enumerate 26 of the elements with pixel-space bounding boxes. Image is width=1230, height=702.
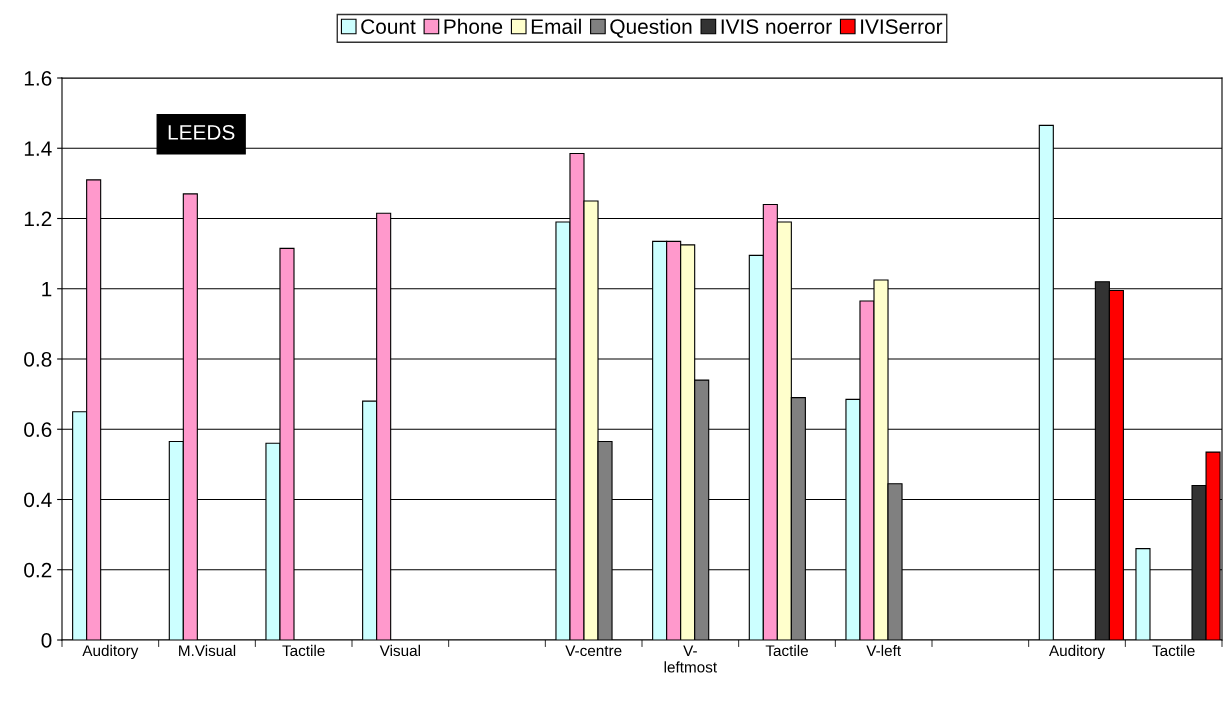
x-tick-label: Tactile (282, 644, 325, 657)
y-tick-label: 1.4 (24, 141, 52, 156)
x-tick-label: V-left (866, 644, 901, 657)
legend-label: IVIS noerror (721, 19, 832, 35)
legend-label: IVISerror (861, 19, 943, 35)
annotation: LEEDS (168, 125, 235, 140)
legend-label: Email (531, 18, 581, 35)
y-tick-label: 1.2 (24, 211, 52, 227)
y-tick-label: 0.8 (24, 352, 52, 367)
x-tick-label: Auditory (1049, 644, 1105, 660)
x-tick-label: V- leftmost (664, 645, 717, 673)
y-tick-label: 0.2 (24, 562, 52, 578)
x-tick-label: Visual (379, 644, 420, 657)
x-tick-label: Auditory (82, 644, 139, 660)
y-tick-label: 1 (42, 281, 52, 297)
x-tick-label: V-centre (565, 645, 622, 657)
legend-label: Phone (444, 18, 503, 35)
legend-label: Count (361, 19, 416, 35)
y-tick-label: 1.6 (24, 71, 52, 86)
x-tick-label: M.Visual (179, 644, 236, 657)
y-tick-label: 0.6 (24, 422, 52, 437)
y-tick-label: 0 (41, 633, 52, 648)
x-tick-label: Tactile (1152, 644, 1195, 657)
x-tick-label: Tactile (765, 644, 808, 657)
y-tick-label: 0.4 (24, 492, 52, 508)
legend-label: Question (610, 18, 692, 38)
